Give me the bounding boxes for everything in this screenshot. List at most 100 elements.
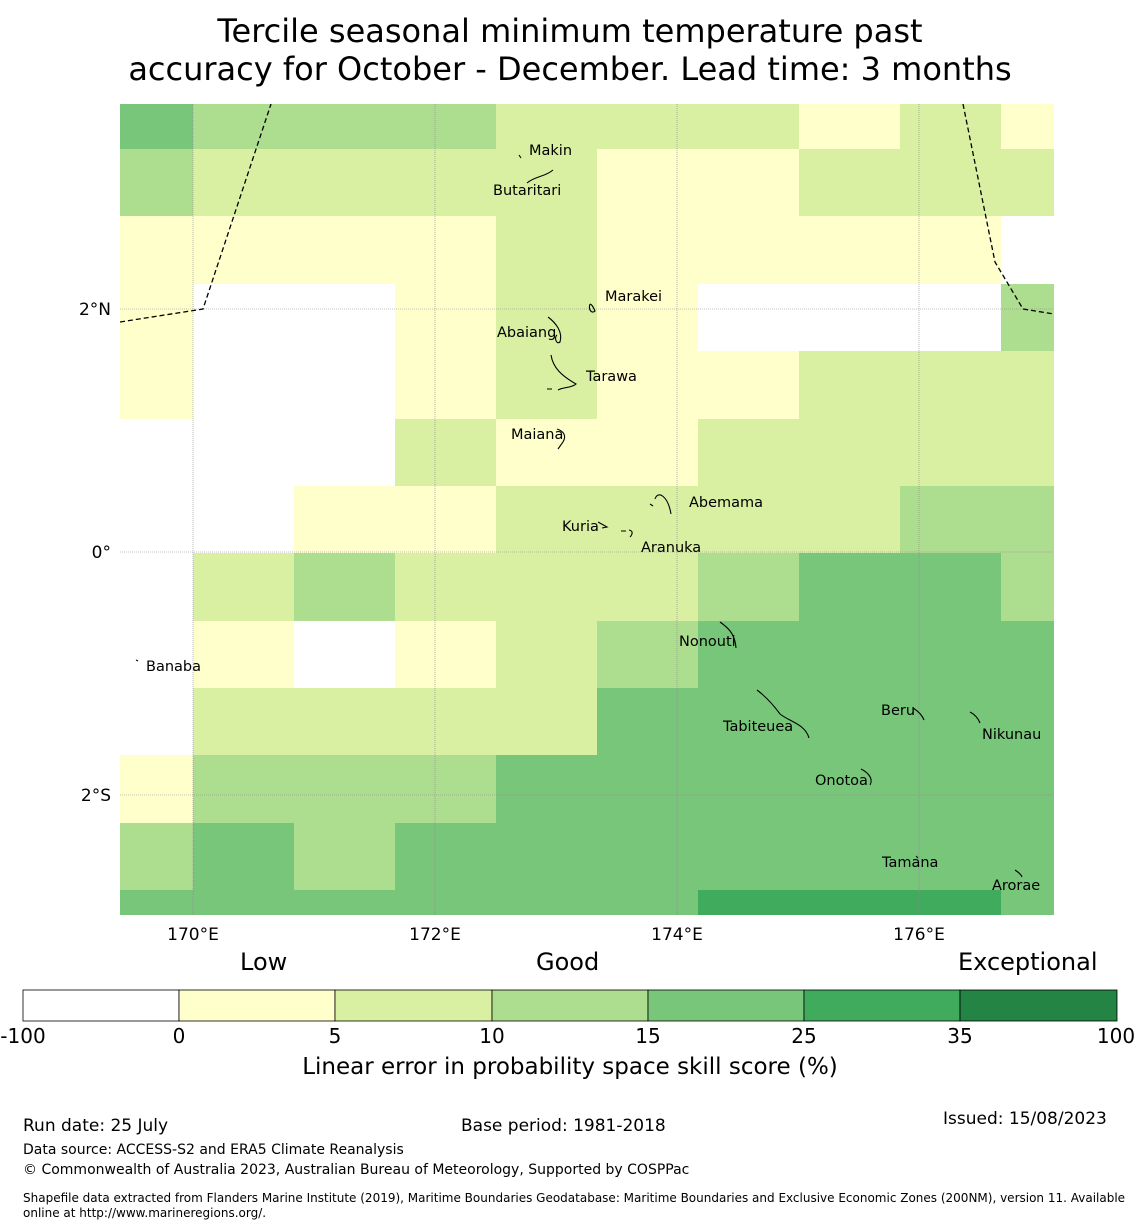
grid-cell (395, 553, 496, 621)
grid-cell (395, 351, 496, 419)
lon-tick-label: 176°E (893, 925, 945, 945)
island-label: Nikunau (982, 727, 1041, 743)
grid-cell (294, 621, 395, 688)
colorbar-tick-label: -100 (0, 1024, 46, 1048)
grid-cell (1001, 351, 1054, 419)
grid-cell (193, 755, 294, 823)
aranuka-outline (621, 529, 633, 538)
grid-cell (1001, 149, 1054, 216)
axis-labels: 170°E 172°E 174°E 176°E 2°N 0° 2°S (79, 300, 945, 945)
island-label: Tamana (881, 855, 938, 871)
eez-boundary-east (962, 103, 1055, 315)
island-label: Kuria (562, 519, 599, 535)
lat-lon-gridlines (120, 104, 1054, 915)
grid-cell (120, 419, 193, 486)
grid-cell (193, 621, 294, 688)
grid-cell (496, 486, 597, 553)
grid-cell (799, 688, 900, 755)
abemama-outline (649, 494, 672, 515)
grid-cell (496, 755, 597, 823)
island-label: Butaritari (493, 183, 561, 199)
issued-date: Issued: 15/08/2023 (943, 1109, 1107, 1129)
grid-cell (597, 216, 698, 284)
colorbar-tick-label: 15 (635, 1024, 661, 1048)
chart-title-line-2: accuracy for October - December. Lead ti… (128, 50, 1012, 88)
grid-cell (799, 216, 900, 284)
grid-cell (799, 890, 900, 915)
shapefile-credit-line-1: Shapefile data extracted from Flanders M… (23, 1191, 1126, 1205)
colorbar-tick-label: 5 (328, 1024, 342, 1048)
grid-cell (120, 755, 193, 823)
maiana-outline (556, 428, 566, 450)
island-labels: Makin Butaritari Marakei Abaiang Tarawa Maian… (146, 143, 1041, 894)
beru-outline (912, 707, 925, 721)
grid-cell (597, 284, 698, 351)
grid-cell (193, 419, 294, 486)
tamana-outline (915, 855, 919, 859)
grid-cell (294, 688, 395, 755)
lat-tick-label: 0° (92, 543, 111, 563)
grid-cell (193, 149, 294, 216)
grid-cell (193, 351, 294, 419)
makin-outline (518, 154, 522, 159)
island-label: Arorae (992, 878, 1040, 894)
grid-cell (496, 621, 597, 688)
kuria-outline (597, 521, 609, 529)
grid-cell (597, 419, 698, 486)
data-source: Data source: ACCESS-S2 and ERA5 Climate … (23, 1142, 404, 1158)
grid-cell (496, 688, 597, 755)
legend-category-low: Low (240, 948, 288, 976)
grid-cell (1001, 890, 1054, 915)
grid-cell (120, 823, 193, 890)
grid-cell (395, 104, 496, 149)
grid-cell (698, 419, 799, 486)
grid-cell (597, 890, 698, 915)
colorbar (22, 989, 1118, 1022)
grid-cell (1001, 553, 1054, 621)
grid-cell (1001, 621, 1054, 688)
grid-cell (597, 755, 698, 823)
island-outlines (135, 154, 1023, 878)
colorbar-segment (334, 989, 493, 1022)
grid-cell (799, 284, 900, 351)
island-label: Aranuka (641, 540, 701, 556)
grid-cell (698, 486, 799, 553)
grid-cell (900, 621, 1001, 688)
grid-cell (1001, 104, 1054, 149)
grid-cell (496, 553, 597, 621)
grid-cell (120, 890, 193, 915)
lon-tick-label: 170°E (167, 925, 219, 945)
base-period: Base period: 1981-2018 (461, 1116, 666, 1136)
grid-cell (900, 688, 1001, 755)
grid-cell (294, 890, 395, 915)
grid-cell (1001, 688, 1054, 755)
grid-cell (294, 104, 395, 149)
island-label: Abemama (689, 495, 763, 511)
island-label: Tarawa (585, 369, 637, 385)
grid-cell (395, 823, 496, 890)
grid-cell (698, 890, 799, 915)
grid-cell (395, 621, 496, 688)
chart-title-line-1: Tercile seasonal minimum temperature pas… (217, 12, 923, 50)
grid-cell (597, 351, 698, 419)
grid-cell (294, 755, 395, 823)
marakei-outline (588, 303, 596, 313)
grid-cell (193, 553, 294, 621)
grid-cell (395, 216, 496, 284)
grid-cell (395, 755, 496, 823)
eez-boundary-west (119, 103, 272, 323)
grid-cell (900, 890, 1001, 915)
grid-cell (120, 688, 193, 755)
grid-cell (496, 104, 597, 149)
grid-cell (799, 104, 900, 149)
copyright: © Commonwealth of Australia 2023, Austra… (23, 1162, 690, 1178)
grid-cell (193, 890, 294, 915)
grid-cell (395, 284, 496, 351)
grid-cell (799, 823, 900, 890)
arorae-outline (1014, 869, 1023, 878)
grid-cell (120, 104, 193, 149)
grid-cell (294, 149, 395, 216)
colorbar-segment (491, 989, 649, 1022)
grid-cell (900, 216, 1001, 284)
